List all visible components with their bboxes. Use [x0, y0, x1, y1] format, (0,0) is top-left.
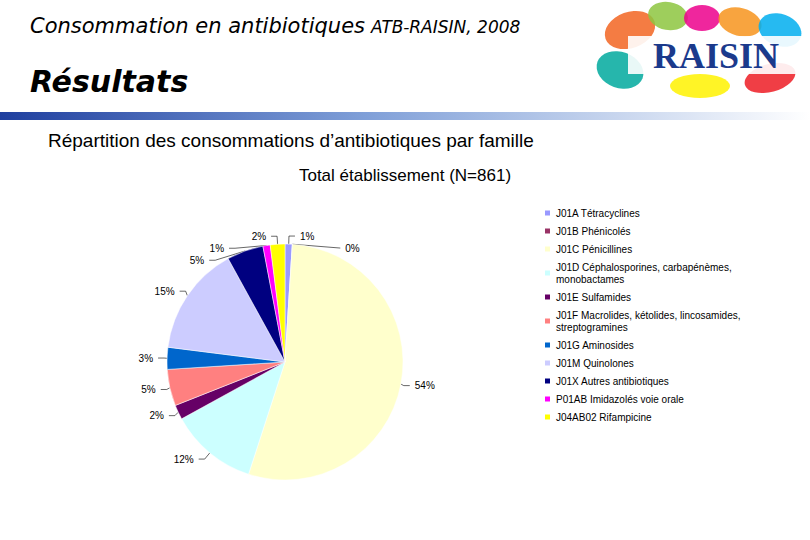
svg-text:J01X Autres antibiotiques: J01X Autres antibiotiques	[556, 376, 669, 387]
svg-text:J01B Phénicolés: J01B Phénicolés	[556, 226, 631, 237]
svg-text:12%: 12%	[174, 454, 194, 465]
svg-text:J04AB02 Rifampicine: J04AB02 Rifampicine	[556, 412, 652, 423]
svg-text:3%: 3%	[139, 353, 154, 364]
svg-text:RAISIN: RAISIN	[653, 36, 779, 76]
svg-text:54%: 54%	[415, 380, 435, 391]
svg-text:2%: 2%	[149, 410, 164, 421]
svg-text:J01G Aminosides: J01G Aminosides	[556, 340, 634, 351]
html-text:Consommation en antibiotiques: Consommation en antibiotiques ATB-RAISIN…	[30, 14, 521, 38]
svg-text:15%: 15%	[155, 286, 175, 297]
svg-text:P01AB Imidazolés voie orale: P01AB Imidazolés voie orale	[556, 394, 684, 405]
svg-text:J01F Macrolides, kétolides, li: J01F Macrolides, kétolides, lincosamides…	[556, 310, 743, 321]
svg-text:2%: 2%	[252, 231, 267, 242]
svg-text:5%: 5%	[190, 255, 205, 266]
svg-text:J01C Pénicillines: J01C Pénicillines	[556, 244, 632, 255]
html-text:Répartition des consommations: Répartition des consommations d’antibiot…	[48, 130, 534, 151]
svg-text:J01D Céphalosporines, carbapén: J01D Céphalosporines, carbapénèmes,	[556, 262, 734, 273]
svg-text:streptogramines: streptogramines	[556, 322, 628, 333]
svg-text:J01A Tétracyclines: J01A Tétracyclines	[556, 208, 640, 219]
svg-text:monobactames: monobactames	[556, 274, 624, 285]
svg-text:1%: 1%	[210, 243, 225, 254]
svg-text:0%: 0%	[345, 243, 360, 254]
svg-text:1%: 1%	[300, 231, 315, 242]
svg-text:Total établissement (N=861): Total établissement (N=861)	[299, 166, 511, 185]
svg-text:5%: 5%	[141, 384, 156, 395]
svg-text:J01E Sulfamides: J01E Sulfamides	[556, 292, 631, 303]
html-text:Résultats: Résultats	[30, 64, 189, 99]
svg-text:J01M Quinolones: J01M Quinolones	[556, 358, 634, 369]
